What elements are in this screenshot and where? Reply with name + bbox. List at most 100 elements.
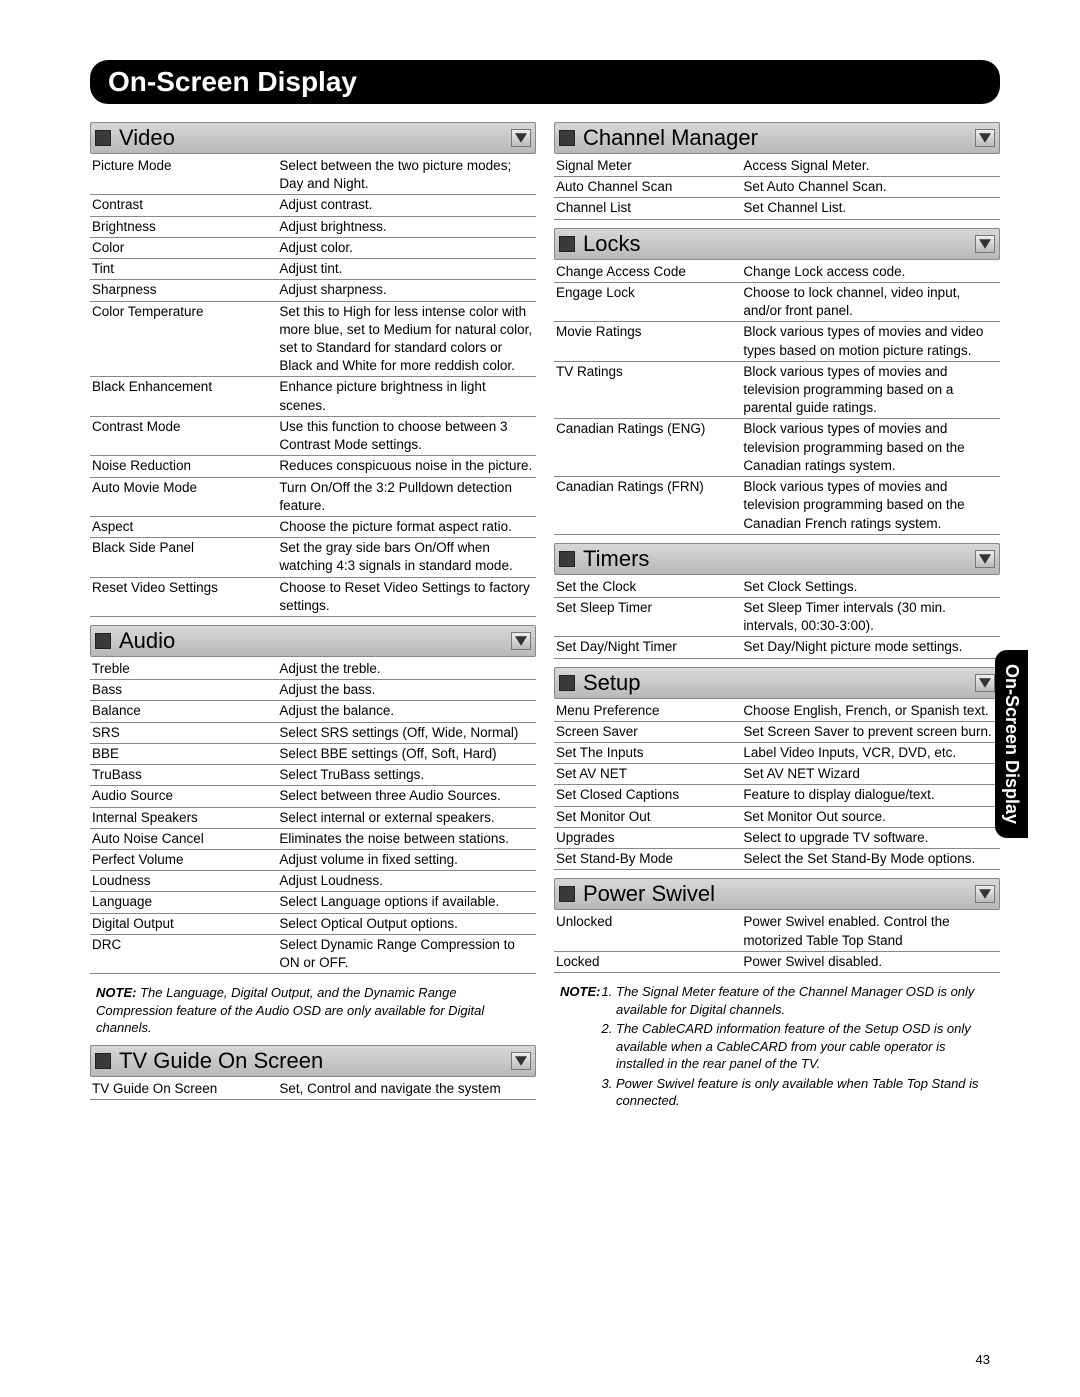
- section-header[interactable]: Timers: [554, 543, 1000, 575]
- section-header[interactable]: TV Guide On Screen: [90, 1045, 536, 1077]
- setting-desc: Power Swivel enabled. Control the motori…: [741, 912, 1000, 951]
- setting-desc: Select Language options if available.: [277, 892, 536, 913]
- setting-desc: Set Day/Night picture mode settings.: [741, 637, 1000, 658]
- right-column: Channel ManagerSignal MeterAccess Signal…: [554, 114, 1000, 1112]
- setting-desc: Set Auto Channel Scan.: [741, 177, 1000, 198]
- setting-desc: Block various types of movies and televi…: [741, 361, 1000, 419]
- setting-name: Perfect Volume: [90, 850, 277, 871]
- table-row: TintAdjust tint.: [90, 259, 536, 280]
- table-row: Canadian Ratings (ENG)Block various type…: [554, 419, 1000, 477]
- setting-desc: Select BBE settings (Off, Soft, Hard): [277, 743, 536, 764]
- setting-name: Color: [90, 237, 277, 258]
- setting-desc: Adjust contrast.: [277, 195, 536, 216]
- section-title: Setup: [583, 670, 975, 696]
- section-header[interactable]: Channel Manager: [554, 122, 1000, 154]
- side-tab-label: On-Screen Display: [1002, 664, 1022, 824]
- setting-desc: Adjust sharpness.: [277, 280, 536, 301]
- setting-desc: Select between the two picture modes; Da…: [277, 156, 536, 195]
- table-row: Reset Video SettingsChoose to Reset Vide…: [90, 577, 536, 616]
- setting-desc: Adjust the balance.: [277, 701, 536, 722]
- setting-name: Treble: [90, 659, 277, 680]
- chevron-down-icon: [975, 235, 995, 253]
- setting-name: Digital Output: [90, 913, 277, 934]
- table-row: Engage LockChoose to lock channel, video…: [554, 282, 1000, 321]
- table-row: BBESelect BBE settings (Off, Soft, Hard): [90, 743, 536, 764]
- setting-desc: Eliminates the noise between stations.: [277, 828, 536, 849]
- table-row: TV RatingsBlock various types of movies …: [554, 361, 1000, 419]
- setting-desc: Adjust tint.: [277, 259, 536, 280]
- section-header[interactable]: Audio: [90, 625, 536, 657]
- setting-name: Brightness: [90, 216, 277, 237]
- left-column: VideoPicture ModeSelect between the two …: [90, 114, 536, 1112]
- setting-name: Internal Speakers: [90, 807, 277, 828]
- table-row: Auto Movie ModeTurn On/Off the 3:2 Pulld…: [90, 477, 536, 516]
- table-row: Movie RatingsBlock various types of movi…: [554, 322, 1000, 361]
- section-header[interactable]: Setup: [554, 667, 1000, 699]
- setting-desc: Select TruBass settings.: [277, 765, 536, 786]
- setting-desc: Select Optical Output options.: [277, 913, 536, 934]
- setting-desc: Adjust color.: [277, 237, 536, 258]
- note-label: NOTE:: [96, 985, 136, 1000]
- setting-name: Auto Noise Cancel: [90, 828, 277, 849]
- section-title: Timers: [583, 546, 975, 572]
- table-row: Audio SourceSelect between three Audio S…: [90, 786, 536, 807]
- setting-desc: Block various types of movies and televi…: [741, 477, 1000, 535]
- setting-desc: Turn On/Off the 3:2 Pulldown detection f…: [277, 477, 536, 516]
- setting-name: Audio Source: [90, 786, 277, 807]
- section-header[interactable]: Video: [90, 122, 536, 154]
- section-bullet-icon: [559, 886, 575, 902]
- setting-name: Set The Inputs: [554, 743, 741, 764]
- setting-desc: Access Signal Meter.: [741, 156, 1000, 177]
- setting-name: Set the Clock: [554, 577, 741, 598]
- table-row: AspectChoose the picture format aspect r…: [90, 516, 536, 537]
- table-row: Color TemperatureSet this to High for le…: [90, 301, 536, 377]
- section-title: Locks: [583, 231, 975, 257]
- table-row: Screen SaverSet Screen Saver to prevent …: [554, 721, 1000, 742]
- table-row: TruBassSelect TruBass settings.: [90, 765, 536, 786]
- setting-desc: Adjust brightness.: [277, 216, 536, 237]
- table-row: Contrast ModeUse this function to choose…: [90, 416, 536, 455]
- section-bullet-icon: [95, 633, 111, 649]
- setting-name: DRC: [90, 934, 277, 973]
- setting-name: Set Closed Captions: [554, 785, 741, 806]
- setting-name: Change Access Code: [554, 262, 741, 283]
- setting-name: TV Guide On Screen: [90, 1079, 277, 1100]
- section-title: Channel Manager: [583, 125, 975, 151]
- setting-desc: Block various types of movies and televi…: [741, 419, 1000, 477]
- note-text: The Language, Digital Output, and the Dy…: [96, 985, 484, 1035]
- table-row: LanguageSelect Language options if avail…: [90, 892, 536, 913]
- setting-desc: Select between three Audio Sources.: [277, 786, 536, 807]
- chevron-down-icon: [975, 550, 995, 568]
- setting-desc: Set Clock Settings.: [741, 577, 1000, 598]
- setting-desc: Choose the picture format aspect ratio.: [277, 516, 536, 537]
- table-row: LockedPower Swivel disabled.: [554, 951, 1000, 972]
- setting-desc: Select internal or external speakers.: [277, 807, 536, 828]
- chevron-down-icon: [511, 632, 531, 650]
- table-row: Change Access CodeChange Lock access cod…: [554, 262, 1000, 283]
- table-row: Picture ModeSelect between the two pictu…: [90, 156, 536, 195]
- setting-name: Picture Mode: [90, 156, 277, 195]
- setting-desc: Set this to High for less intense color …: [277, 301, 536, 377]
- setting-name: Bass: [90, 680, 277, 701]
- setting-desc: Set the gray side bars On/Off when watch…: [277, 538, 536, 577]
- note-list-item: The Signal Meter feature of the Channel …: [616, 983, 994, 1018]
- chevron-down-icon: [511, 1052, 531, 1070]
- setting-desc: Label Video Inputs, VCR, DVD, etc.: [741, 743, 1000, 764]
- table-row: UnlockedPower Swivel enabled. Control th…: [554, 912, 1000, 951]
- settings-table: TV Guide On ScreenSet, Control and navig…: [90, 1079, 536, 1100]
- setting-name: Set AV NET: [554, 764, 741, 785]
- setting-name: SRS: [90, 722, 277, 743]
- setting-name: Language: [90, 892, 277, 913]
- section-bullet-icon: [559, 236, 575, 252]
- table-row: Black Side PanelSet the gray side bars O…: [90, 538, 536, 577]
- settings-table: Picture ModeSelect between the two pictu…: [90, 156, 536, 617]
- section-header[interactable]: Locks: [554, 228, 1000, 260]
- setting-name: Unlocked: [554, 912, 741, 951]
- section-bullet-icon: [95, 1053, 111, 1069]
- table-row: TrebleAdjust the treble.: [90, 659, 536, 680]
- section-header[interactable]: Power Swivel: [554, 878, 1000, 910]
- setting-desc: Select the Set Stand-By Mode options.: [741, 849, 1000, 870]
- setting-desc: Power Swivel disabled.: [741, 951, 1000, 972]
- setting-name: Upgrades: [554, 827, 741, 848]
- table-row: Auto Noise CancelEliminates the noise be…: [90, 828, 536, 849]
